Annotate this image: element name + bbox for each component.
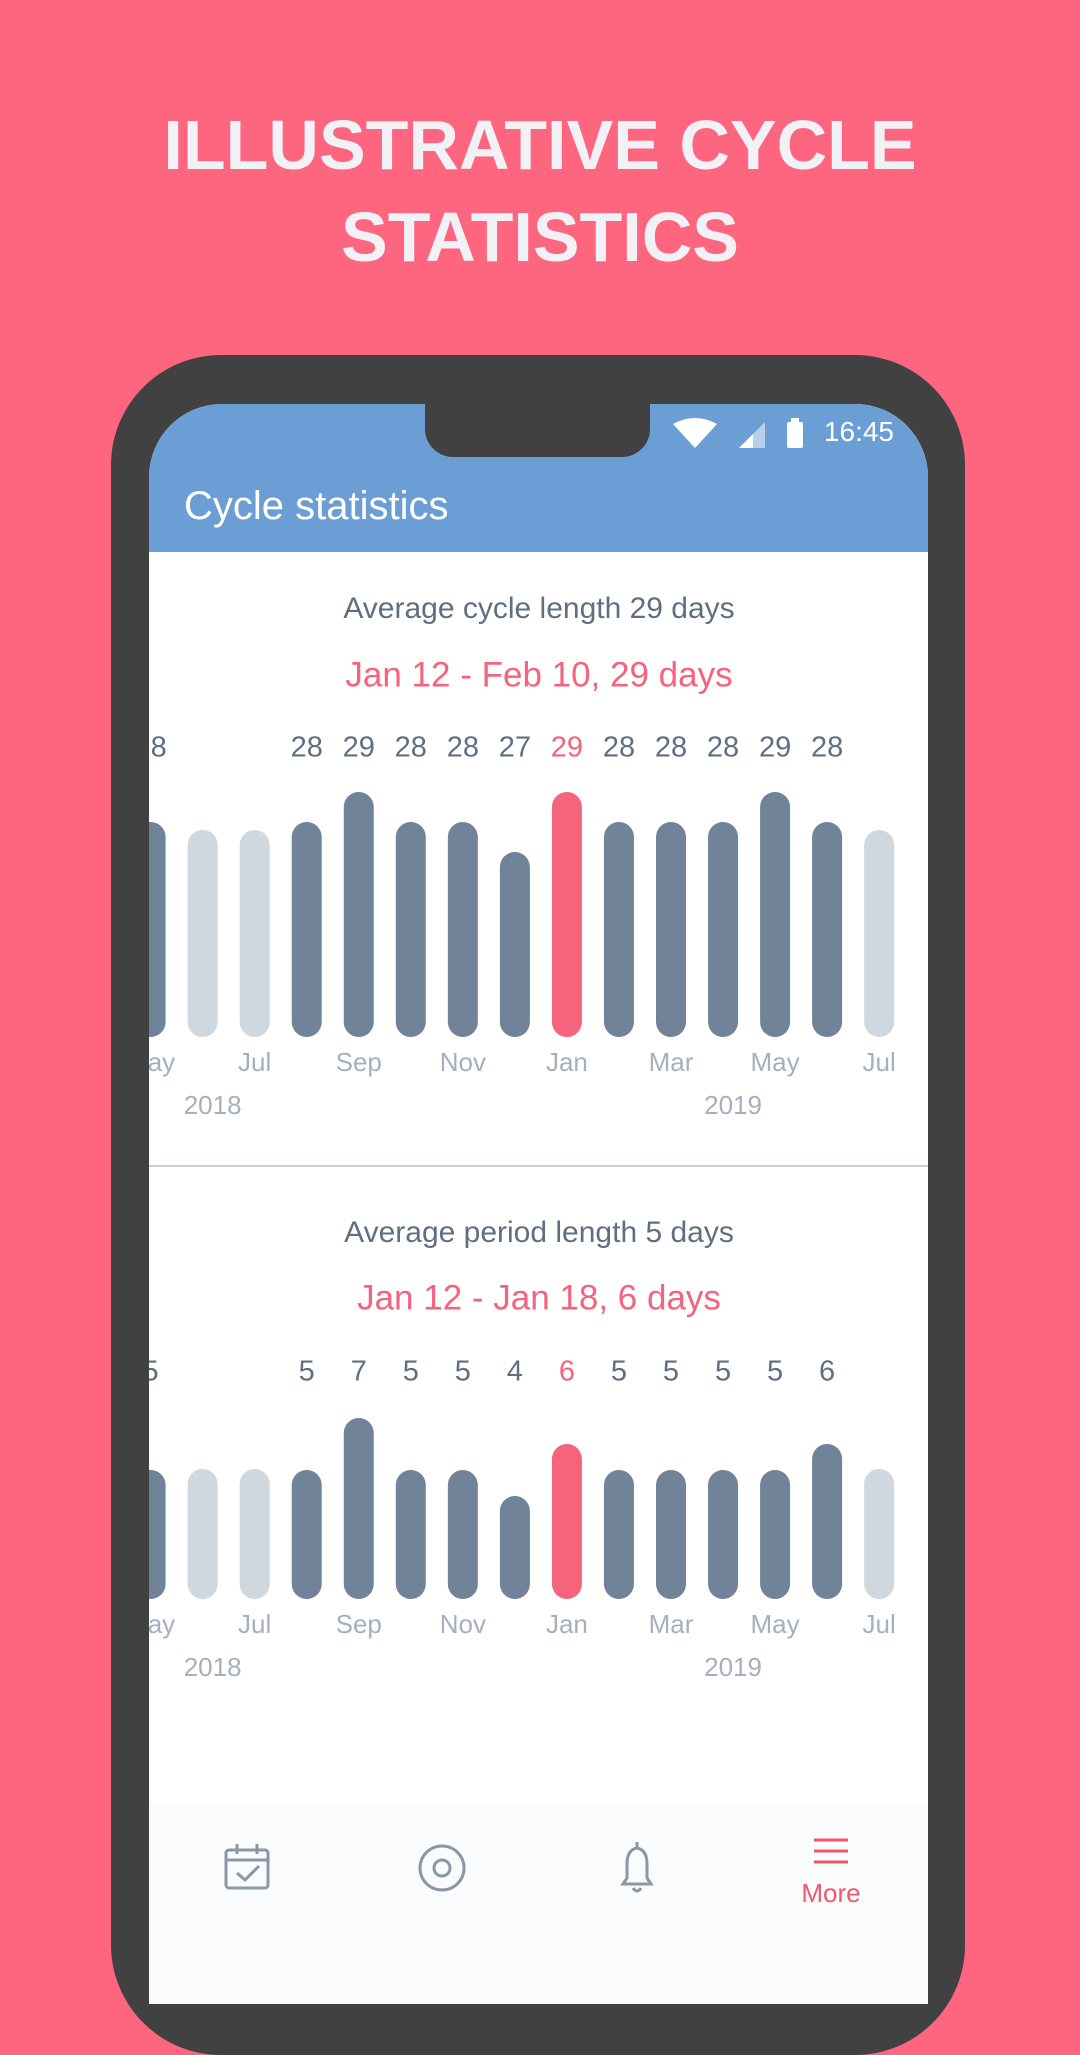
month-label: Sep	[336, 1047, 382, 1077]
bar	[447, 822, 478, 1037]
headline: ILLUSTRATIVE CYCLE	[163, 106, 917, 184]
bar	[395, 822, 426, 1037]
app-bar: 16:45 Cycle statistics	[149, 404, 928, 552]
screen-title: Cycle statistics	[184, 484, 449, 528]
month-label: May	[149, 1047, 175, 1077]
year-label: 2018	[184, 1090, 242, 1120]
screen: 16:45 Cycle statistics Average cycle len…	[149, 404, 928, 2004]
chart-subtitle: Jan 12 - Feb 10, 29 days	[345, 655, 732, 694]
month-label: Jul	[863, 1047, 896, 1077]
nav-icons	[224, 1838, 848, 1893]
month-label: Mar	[649, 1047, 694, 1077]
chart-subtitle: Jan 12 - Jan 18, 6 days	[357, 1278, 721, 1317]
bar	[149, 1470, 166, 1599]
month-label: Sep	[336, 1609, 382, 1639]
year-label: 2019	[704, 1090, 762, 1120]
bar	[499, 1496, 530, 1599]
bar	[708, 822, 739, 1037]
cycle-icon[interactable]	[418, 1844, 466, 1892]
month-label: Jan	[546, 1047, 588, 1077]
bar	[760, 792, 791, 1037]
bar	[708, 1470, 739, 1599]
menu-icon[interactable]	[814, 1838, 848, 1864]
notch	[425, 404, 650, 457]
value-label: 28	[291, 732, 323, 764]
bar	[656, 1470, 686, 1599]
status-time: 16:45	[823, 416, 894, 447]
value-label: 29	[551, 732, 583, 764]
placeholder-bar	[239, 1469, 270, 1599]
value-label: 4	[507, 1356, 523, 1388]
bar	[499, 852, 530, 1037]
value-label: 29	[343, 732, 375, 764]
bar	[760, 1470, 791, 1599]
wifi-icon	[673, 418, 717, 448]
value-label: 28	[447, 732, 479, 764]
value-label: 28	[707, 732, 739, 764]
value-label: 28	[811, 732, 843, 764]
month-label: May	[149, 1609, 175, 1639]
month-label: Jul	[238, 1047, 271, 1077]
chart-title: Average period length 5 days	[344, 1216, 734, 1249]
nav-label[interactable]: More	[801, 1878, 861, 1908]
battery-icon	[787, 422, 803, 448]
value-label: 5	[715, 1356, 731, 1388]
calendar-icon[interactable]	[224, 1844, 270, 1890]
placeholder-bar	[864, 830, 895, 1037]
bar	[149, 822, 166, 1037]
charts: Average cycle length 29 days Jan 12 - Feb…	[149, 592, 928, 1682]
battery-icon	[791, 418, 799, 423]
bar	[812, 1444, 843, 1599]
value-label: 5	[149, 1356, 159, 1388]
bar	[812, 822, 843, 1037]
value-label: 27	[499, 732, 531, 764]
value-label: 6	[819, 1356, 835, 1388]
signal-icon	[739, 434, 753, 448]
value-label: 29	[759, 732, 791, 764]
value-label: 5	[611, 1356, 627, 1388]
bar	[291, 822, 322, 1037]
value-label: 5	[663, 1356, 679, 1388]
headline: STATISTICS	[341, 198, 739, 276]
value-label: 28	[655, 732, 687, 764]
bar	[395, 1470, 426, 1599]
placeholder-bar	[187, 1469, 218, 1599]
month-label: Nov	[440, 1609, 486, 1639]
month-label: May	[751, 1047, 800, 1077]
year-label: 2019	[704, 1652, 762, 1682]
bar	[603, 1470, 634, 1599]
status-icons	[673, 418, 803, 448]
value-label: 5	[767, 1356, 783, 1388]
bar	[551, 792, 582, 1037]
bar	[343, 792, 374, 1037]
value-label: 28	[395, 732, 427, 764]
bar	[291, 1470, 322, 1599]
chart-title: Average cycle length 29 days	[343, 592, 734, 625]
month-label: Nov	[440, 1047, 486, 1077]
placeholder-bar	[864, 1469, 895, 1599]
month-label: Jan	[546, 1609, 588, 1639]
value-label: 28	[149, 732, 167, 764]
value-label: 7	[351, 1356, 367, 1388]
value-label: 6	[559, 1356, 575, 1388]
value-label: 5	[455, 1356, 471, 1388]
value-label: 5	[299, 1356, 315, 1388]
month-label: Jul	[238, 1609, 271, 1639]
bar	[447, 1470, 478, 1599]
bar	[656, 822, 686, 1037]
month-label: Jul	[863, 1609, 896, 1639]
page: ILLUSTRATIVE CYCLE STATISTICS 16:45 Cycl…	[111, 106, 965, 2055]
month-label: May	[751, 1609, 800, 1639]
year-label: 2018	[184, 1652, 242, 1682]
bar	[343, 1418, 374, 1599]
value-label: 5	[403, 1356, 419, 1388]
bell-icon[interactable]	[620, 1842, 654, 1893]
month-label: Mar	[649, 1609, 694, 1639]
placeholder-bar	[239, 830, 270, 1037]
bar	[603, 822, 634, 1037]
value-label: 28	[603, 732, 635, 764]
placeholder-bar	[187, 830, 218, 1037]
bar	[551, 1444, 582, 1599]
